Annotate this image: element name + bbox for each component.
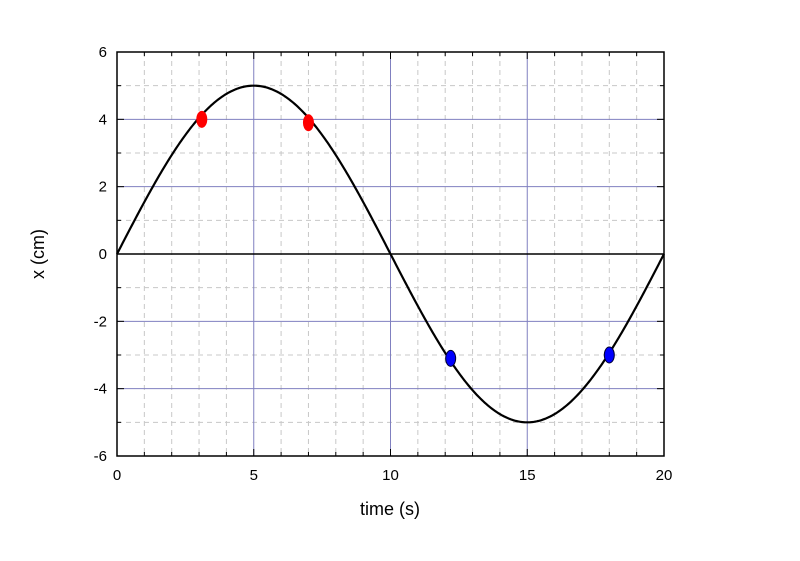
y-tick-label: -2 — [94, 313, 107, 330]
curve-group — [116, 84, 665, 424]
y-tick-label: 0 — [99, 246, 107, 263]
y-tick-label: 4 — [99, 111, 107, 128]
data-marker-2 — [302, 114, 314, 132]
y-tick-label: -6 — [94, 448, 107, 465]
y-tick-label: 2 — [99, 179, 107, 196]
x-tick-label: 5 — [250, 467, 258, 484]
x-tick-label: 0 — [113, 467, 121, 484]
data-marker-1 — [196, 110, 208, 128]
y-tick-label: -4 — [94, 381, 107, 398]
x-tick-label: 15 — [519, 467, 536, 484]
sine-curve — [116, 84, 665, 424]
y-axis-title: x (cm) — [28, 229, 48, 279]
ticks-group — [116, 51, 665, 457]
markers-group — [196, 110, 615, 367]
x-tick-label: 10 — [382, 467, 399, 484]
data-marker-4 — [603, 346, 615, 364]
x-tick-labels: 0 5 10 15 20 — [113, 467, 673, 484]
y-tick-labels: 6 4 2 0 -2 -4 -6 — [94, 44, 107, 465]
x-tick-label: 20 — [656, 467, 673, 484]
y-tick-label: 6 — [99, 44, 107, 61]
data-marker-3 — [445, 349, 457, 367]
x-axis-title: time (s) — [360, 499, 420, 519]
